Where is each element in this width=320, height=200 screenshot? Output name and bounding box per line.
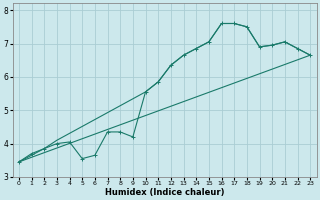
- X-axis label: Humidex (Indice chaleur): Humidex (Indice chaleur): [105, 188, 224, 197]
